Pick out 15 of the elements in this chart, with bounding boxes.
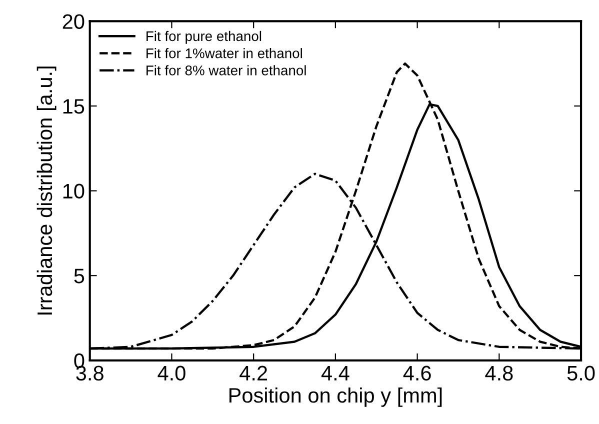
x-tick-label: 4.2 [240,366,268,380]
y-tick-label: 5 [74,268,84,284]
y-tick-label: 10 [63,184,84,199]
x-axis-title: Position on chip y [mm] [229,387,442,407]
legend-label: Fit for 8% water in ethanol [146,65,306,76]
y-tick-label: 15 [63,99,84,114]
x-tick-label: 4.4 [321,366,350,380]
x-tick-label: 4.0 [158,366,186,381]
y-axis-title: Irradiance distribution [a.u.] [36,66,56,315]
x-tick-label: 5.0 [567,366,595,381]
legend-label: Fit for 1%water in ethanol [146,48,302,58]
legend-label: Fit for pure ethanol [146,30,262,44]
x-tick-label: 4.8 [485,366,513,381]
x-tick-label: 4.6 [403,366,431,381]
y-tick-label: 20 [62,14,84,29]
